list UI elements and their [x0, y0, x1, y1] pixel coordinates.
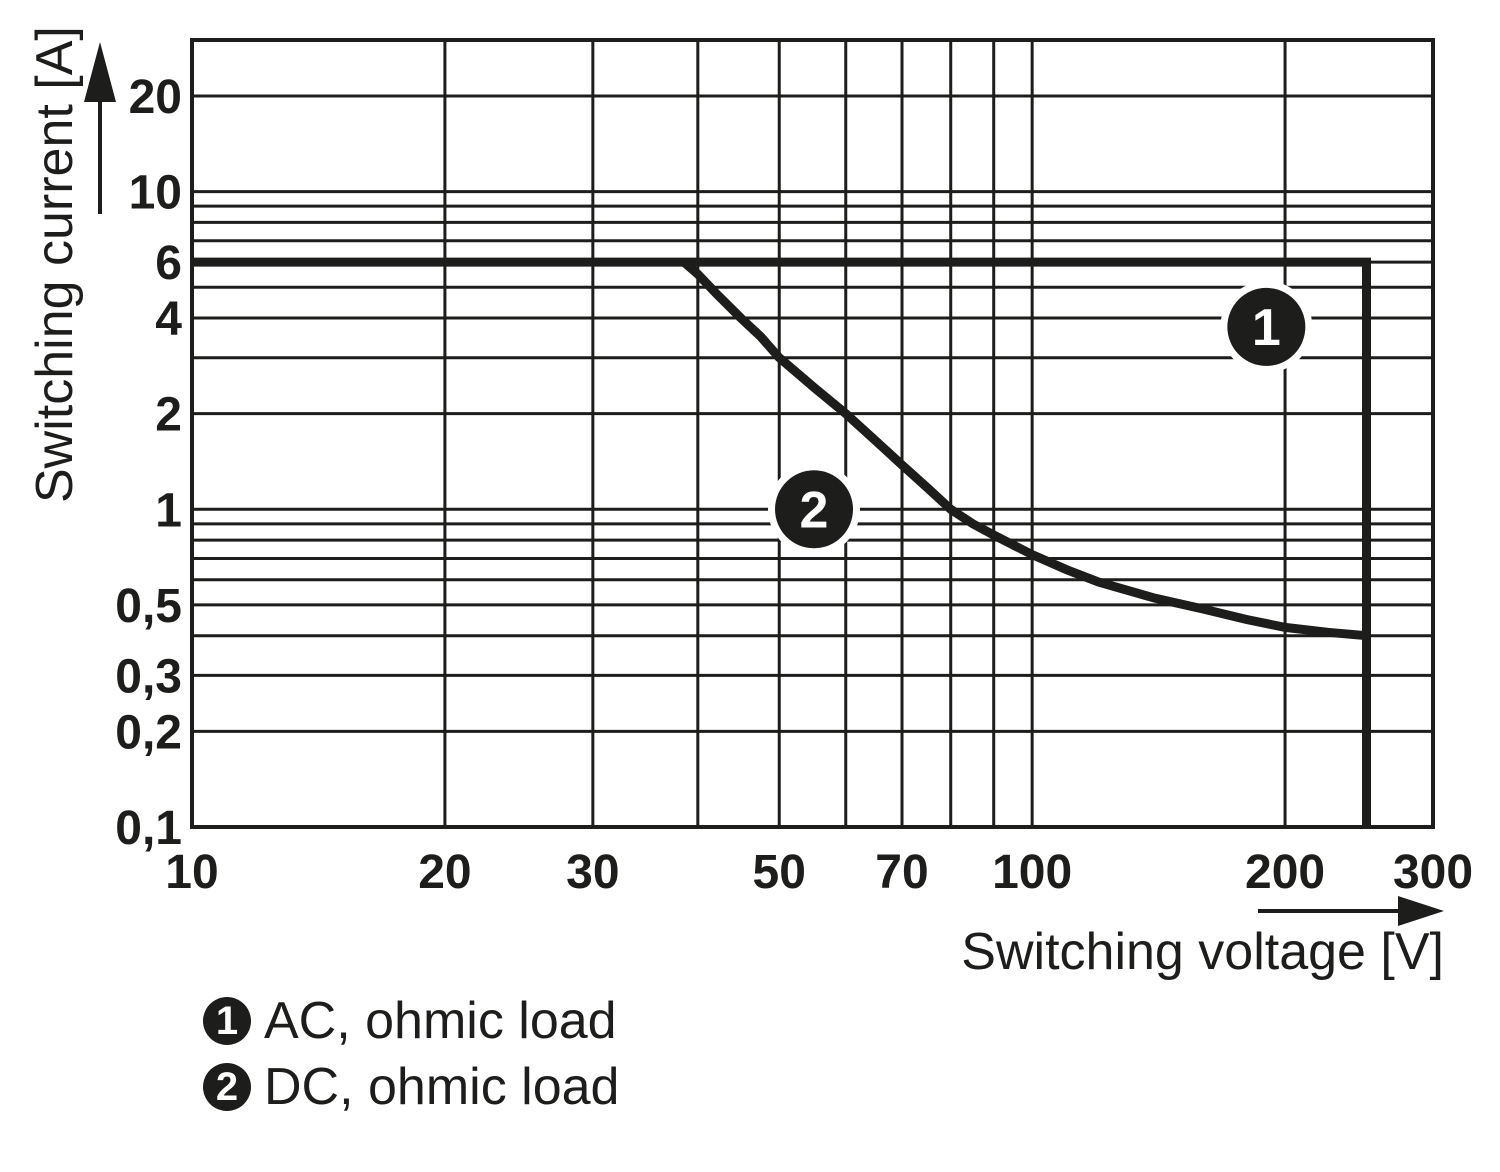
y-tick-label: 20: [129, 71, 182, 124]
y-tick-label: 0,5: [115, 580, 182, 633]
x-tick-label: 30: [566, 846, 619, 899]
y-tick-label: 0,3: [115, 650, 182, 703]
curve-2: [680, 258, 1367, 641]
y-tick-label: 2: [155, 389, 182, 442]
x-tick-label: 20: [418, 846, 471, 899]
curve-1: [192, 257, 1371, 827]
y-tick-label: 10: [129, 167, 182, 220]
legend: 1 AC, ohmic load 2 DC, ohmic load: [203, 992, 620, 1116]
x-tick-label: 100: [992, 846, 1072, 899]
x-axis-arrowhead-icon: [1398, 896, 1444, 926]
x-tick-label: 200: [1245, 846, 1325, 899]
curve-marker-number: 1: [1252, 299, 1281, 357]
y-tick-label: 6: [155, 237, 182, 290]
y-tick-label: 0,2: [115, 706, 182, 759]
x-axis-title: Switching voltage [V]: [961, 923, 1444, 981]
legend-label-dc: DC, ohmic load: [264, 1058, 620, 1116]
x-tick-label: 10: [165, 846, 218, 899]
legend-item-ac: 1 AC, ohmic load: [203, 992, 619, 1050]
x-tick-label: 50: [753, 846, 806, 899]
curve-marker-number: 2: [800, 481, 829, 539]
plot-border: [190, 38, 1435, 829]
legend-label-ac: AC, ohmic load: [264, 992, 617, 1050]
y-tick-label: 1: [155, 484, 182, 537]
y-tick-label: 0,1: [115, 802, 182, 855]
curve-marker-1-icon: [1227, 287, 1306, 366]
legend-marker-2-icon: 2: [203, 1063, 251, 1111]
y-axis-arrowhead-icon: [84, 42, 116, 102]
x-tick-label: 300: [1393, 846, 1473, 899]
legend-marker-1-icon: 1: [203, 997, 251, 1045]
legend-item-dc: 2 DC, ohmic load: [203, 1058, 620, 1116]
x-tick-label: 70: [875, 846, 928, 899]
y-axis-title: Switching current [A]: [26, 26, 84, 503]
y-tick-label: 4: [155, 293, 182, 346]
curve-marker-2-icon: [775, 470, 854, 549]
